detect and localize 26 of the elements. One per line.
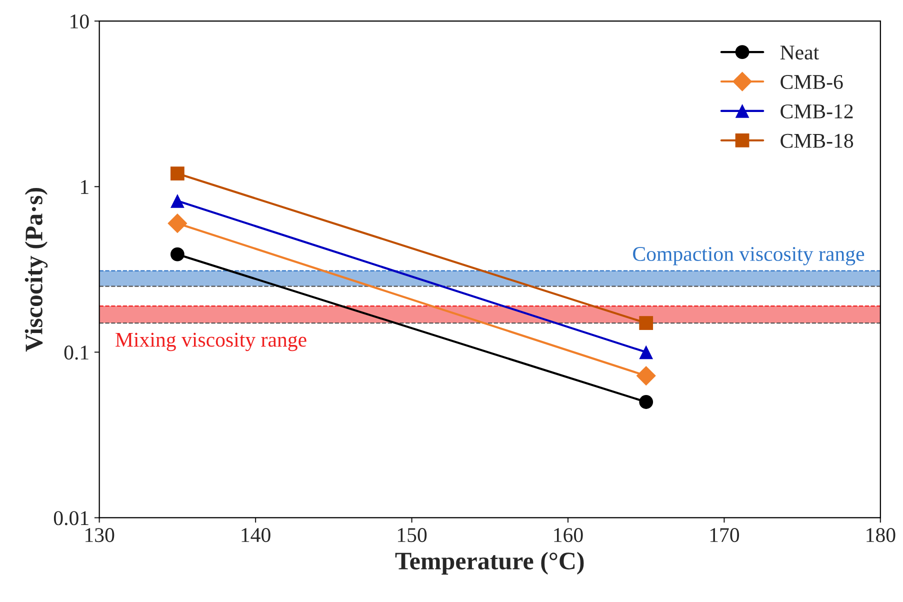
x-tick-label: 170: [710, 528, 740, 542]
point: [636, 366, 656, 386]
band-label: Compaction viscosity range: [633, 247, 864, 266]
x-tick-label: 130: [86, 528, 114, 542]
x-tick-label: 160: [554, 528, 583, 542]
point: [639, 345, 654, 360]
point: [170, 194, 184, 208]
point: [170, 247, 184, 262]
point: [168, 214, 188, 234]
y-tick-label: 0.01: [54, 511, 88, 526]
legend-label: CMB-12: [780, 104, 853, 118]
legend-label: CMB-18: [780, 134, 854, 148]
y-tick-label: 10: [70, 14, 89, 29]
band-label: Mixing viscosity range: [116, 332, 306, 352]
y-tick-label: 1: [81, 180, 88, 194]
legend-label: Neat: [780, 46, 819, 60]
x-tick-label: 150: [398, 528, 427, 542]
x-tick-label: 180: [866, 528, 896, 542]
point: [639, 395, 654, 409]
point: [639, 316, 654, 330]
y-axis-title: Viscocity (Pa·s): [24, 188, 48, 352]
y-tick-label: 0.1: [64, 346, 88, 360]
legend-label: CMB-6: [780, 75, 843, 90]
x-tick-label: 140: [242, 528, 270, 542]
x-axis-title: Temperature (°C): [395, 552, 584, 575]
point: [170, 166, 184, 180]
